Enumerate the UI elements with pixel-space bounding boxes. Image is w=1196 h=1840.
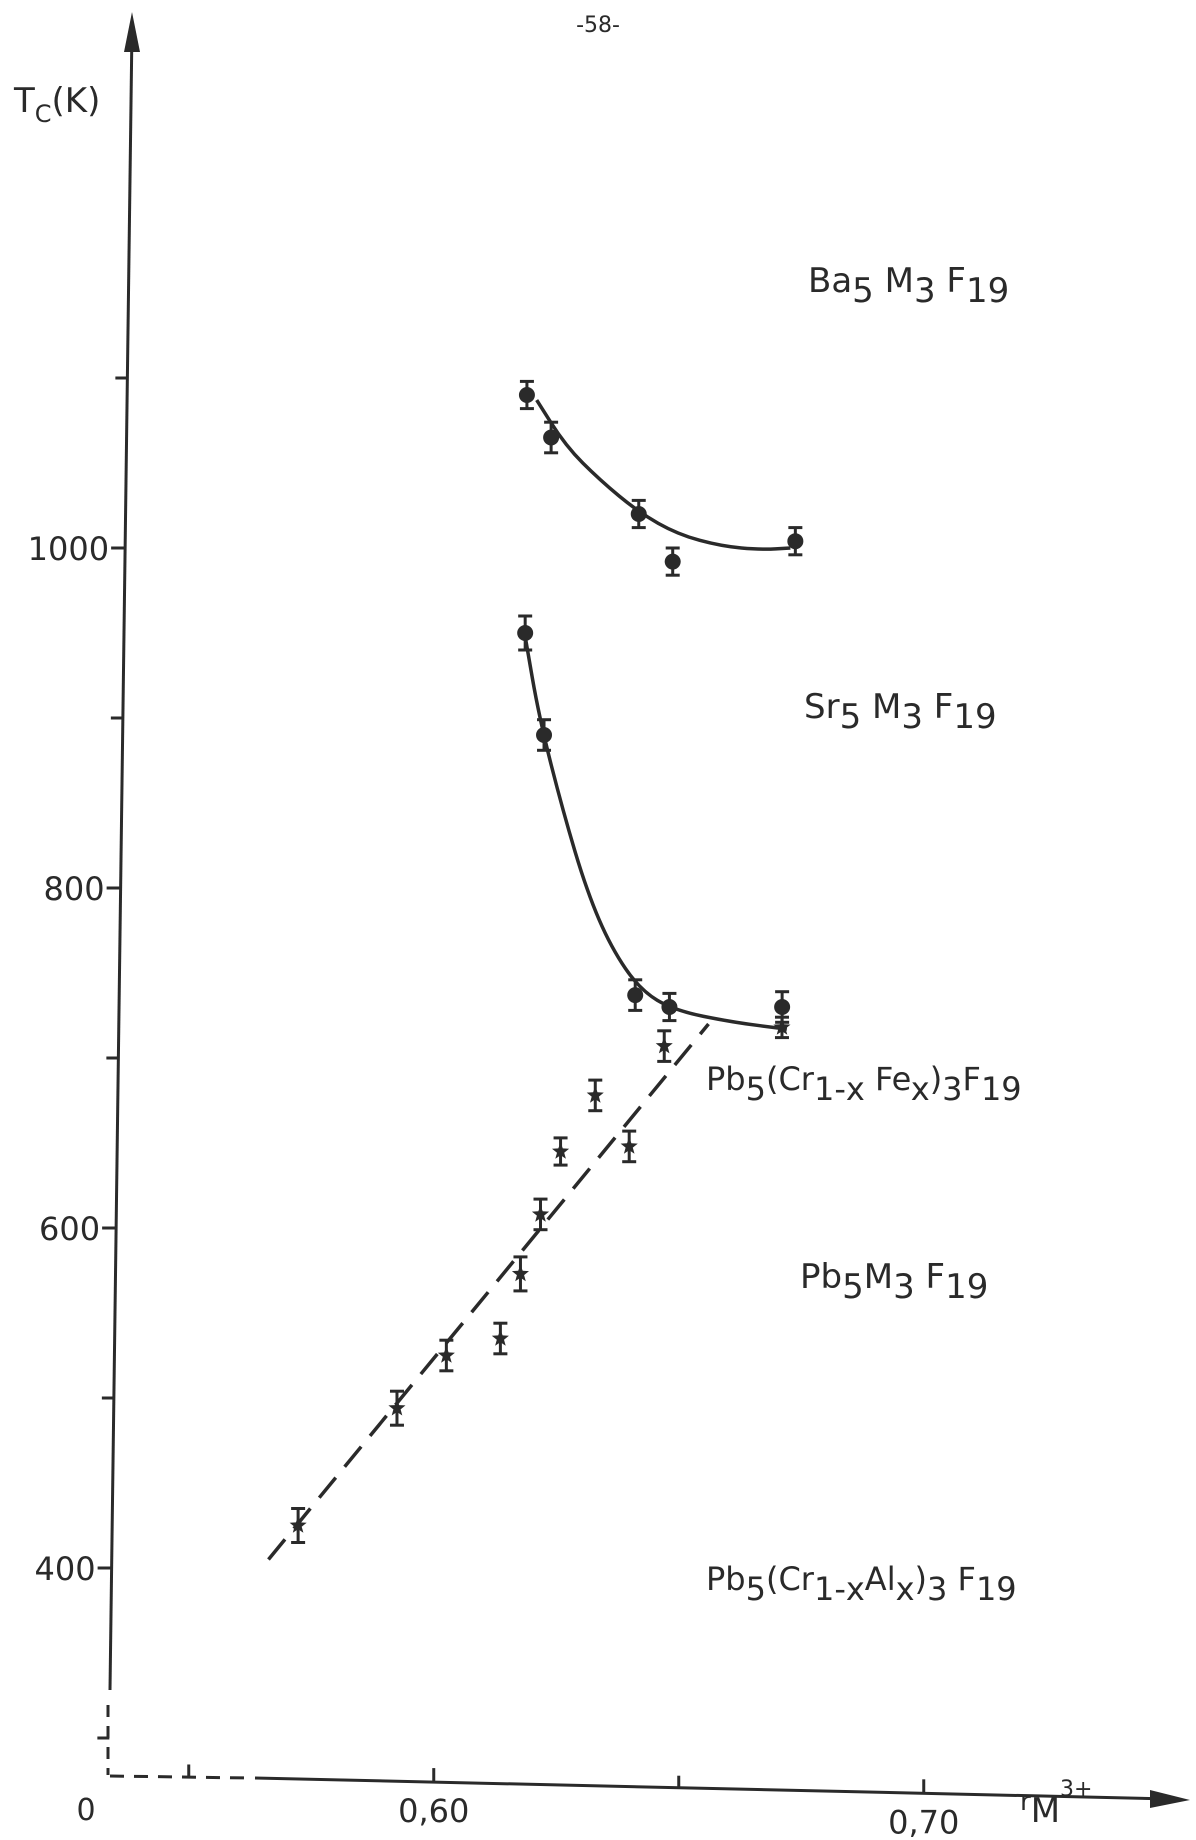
label-pb5-cr-al: Pb5(Cr1-xAlx)3 F19 <box>706 1560 1017 1608</box>
circle-marker <box>517 625 534 641</box>
point-s4-p0 <box>289 1507 307 1544</box>
tick-group: 400 600 800 1000 0,60 0,70 <box>28 376 959 1840</box>
point-s2-p4 <box>773 1015 791 1040</box>
x-tick-label-1: 0,70 <box>888 1803 959 1840</box>
point-s2-p2 <box>620 1129 638 1164</box>
circle-marker <box>787 533 804 550</box>
point-s0-p4 <box>787 526 804 557</box>
fit-curve-1 <box>523 636 788 1031</box>
point-s4-p3 <box>491 1321 509 1356</box>
y-axis-title: TC(K) <box>13 81 100 128</box>
y-tick-label-3: 1000 <box>28 530 109 568</box>
circle-marker <box>664 553 681 570</box>
point-s0-p3 <box>664 546 681 577</box>
circle-marker <box>630 506 647 522</box>
axes <box>106 27 1173 1801</box>
point-s1-p3 <box>661 991 678 1023</box>
y-axis-line <box>108 27 134 1691</box>
point-s4-p2 <box>437 1338 455 1373</box>
y-tick-label-1: 600 <box>39 1210 100 1248</box>
point-s2-p1 <box>586 1078 604 1113</box>
circle-marker <box>543 429 560 446</box>
circle-marker <box>661 999 678 1015</box>
page-number: -58- <box>576 13 620 38</box>
point-s1-p2 <box>627 978 644 1012</box>
label-ba5m3f19: Ba5 M3 F19 <box>808 261 1009 311</box>
x-axis-title: rM3+ <box>1020 1777 1092 1831</box>
point-s0-p2 <box>630 498 647 530</box>
x-axis-arrow <box>1150 1790 1190 1808</box>
star-marker <box>586 1086 604 1103</box>
star-marker <box>620 1137 638 1154</box>
point-s4-p1 <box>388 1389 406 1427</box>
star-marker <box>289 1516 307 1533</box>
point-s1-p0 <box>517 614 534 652</box>
pb-dashed-fit-line <box>267 1022 710 1561</box>
point-s0-p0 <box>518 379 535 411</box>
y-axis-arrow <box>124 12 140 52</box>
star-marker <box>511 1264 529 1282</box>
fit-lines <box>267 399 791 1561</box>
data-marks <box>289 379 804 1544</box>
star-marker <box>655 1037 673 1054</box>
label-pb5m3f19: Pb5M3 F19 <box>800 1257 988 1307</box>
fit-curve-0 <box>535 399 791 551</box>
x-tick-label-0: 0,60 <box>398 1792 469 1830</box>
circle-marker <box>518 387 535 403</box>
star-marker <box>388 1399 406 1416</box>
star-marker <box>437 1346 455 1363</box>
x-axis-break <box>109 1774 251 1780</box>
star-marker <box>531 1205 550 1222</box>
star-marker <box>552 1142 570 1159</box>
label-sr5m3f19: Sr5 M3 F19 <box>804 687 997 737</box>
circle-marker <box>536 727 553 743</box>
point-s0-p1 <box>543 420 560 455</box>
point-s3-p1 <box>531 1197 550 1232</box>
series-labels: Ba5 M3 F19 Sr5 M3 F19 Pb5(Cr1-x Fex)3F19… <box>706 261 1022 1608</box>
point-s1-p1 <box>536 718 553 752</box>
circle-marker <box>774 999 791 1015</box>
circle-marker <box>627 987 644 1004</box>
label-pb5-cr-fe: Pb5(Cr1-x Fex)3F19 <box>706 1060 1022 1108</box>
origin-label: 0 <box>76 1793 95 1828</box>
y-tick-label-0: 400 <box>35 1550 96 1588</box>
x-axis-line <box>254 1776 1173 1801</box>
y-tick-label-2: 800 <box>44 870 105 908</box>
point-s3-p0 <box>511 1255 529 1293</box>
star-marker <box>491 1329 509 1346</box>
point-s2-p3 <box>655 1029 673 1063</box>
star-marker <box>773 1018 791 1035</box>
point-s2-p0 <box>552 1136 570 1167</box>
